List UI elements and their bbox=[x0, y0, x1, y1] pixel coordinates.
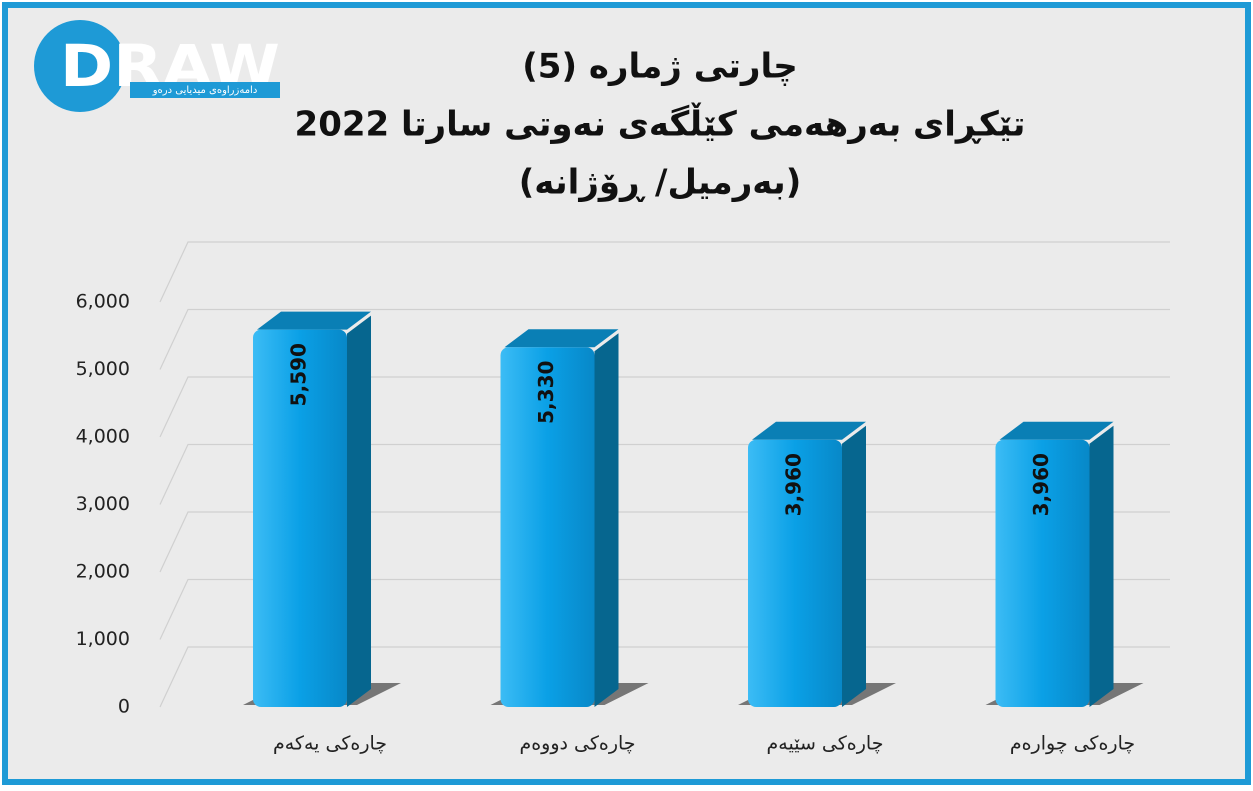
bar bbox=[995, 439, 1090, 707]
bar bbox=[500, 347, 595, 707]
title-line: چارتی ژمارە (5) bbox=[522, 47, 797, 87]
x-tick-label: چارەکی چوارەم bbox=[1010, 733, 1135, 755]
y-tick-label: 5,000 bbox=[76, 358, 130, 380]
logo-circle bbox=[34, 20, 126, 112]
title: چارتی ژمارە (5) تێکڕای بەرهەمی کێڵگەی نەو… bbox=[295, 47, 1026, 203]
bar-top bbox=[752, 421, 866, 440]
bar bbox=[253, 329, 347, 707]
logo-band bbox=[130, 82, 280, 98]
title-line: تێکڕای بەرهەمی کێڵگەی نەوتی سارتا 2022 bbox=[295, 103, 1026, 145]
bar-side bbox=[594, 333, 619, 707]
bar bbox=[748, 439, 842, 707]
x-tick-label: چارەکی یەکەم bbox=[273, 733, 387, 755]
value-label: 5,330 bbox=[534, 361, 558, 424]
grid-line bbox=[159, 376, 1170, 438]
bar-top bbox=[257, 311, 371, 330]
value-label: 3,960 bbox=[1029, 453, 1053, 516]
grid-line bbox=[159, 308, 1170, 370]
y-tick-label: 3,000 bbox=[76, 493, 130, 515]
x-tick-label: چارەکی دووەم bbox=[519, 733, 635, 755]
value-label: 5,590 bbox=[287, 343, 311, 406]
y-tick-label: 4,000 bbox=[76, 426, 130, 448]
title-line: (بەرمیل/ ڕۆژانە) bbox=[519, 163, 802, 203]
value-label: 3,960 bbox=[782, 453, 806, 516]
bar-top bbox=[504, 329, 619, 348]
y-tick-label: 0 bbox=[118, 696, 130, 718]
bar-side bbox=[1089, 425, 1114, 707]
logo-tagline: دامەزراوەی میدیایی درەو bbox=[152, 85, 258, 96]
bar-side bbox=[842, 425, 866, 707]
y-tick-label: 1,000 bbox=[76, 628, 130, 650]
grid-line bbox=[159, 241, 1170, 303]
bar-top bbox=[999, 421, 1114, 440]
y-tick-label: 2,000 bbox=[76, 561, 130, 583]
logo: DRAW دامەزراوەی میدیایی درەو bbox=[34, 20, 280, 112]
bar-side bbox=[347, 315, 371, 707]
y-tick-label: 6,000 bbox=[76, 291, 130, 313]
x-tick-label: چارەکی سێیەم bbox=[767, 733, 884, 755]
